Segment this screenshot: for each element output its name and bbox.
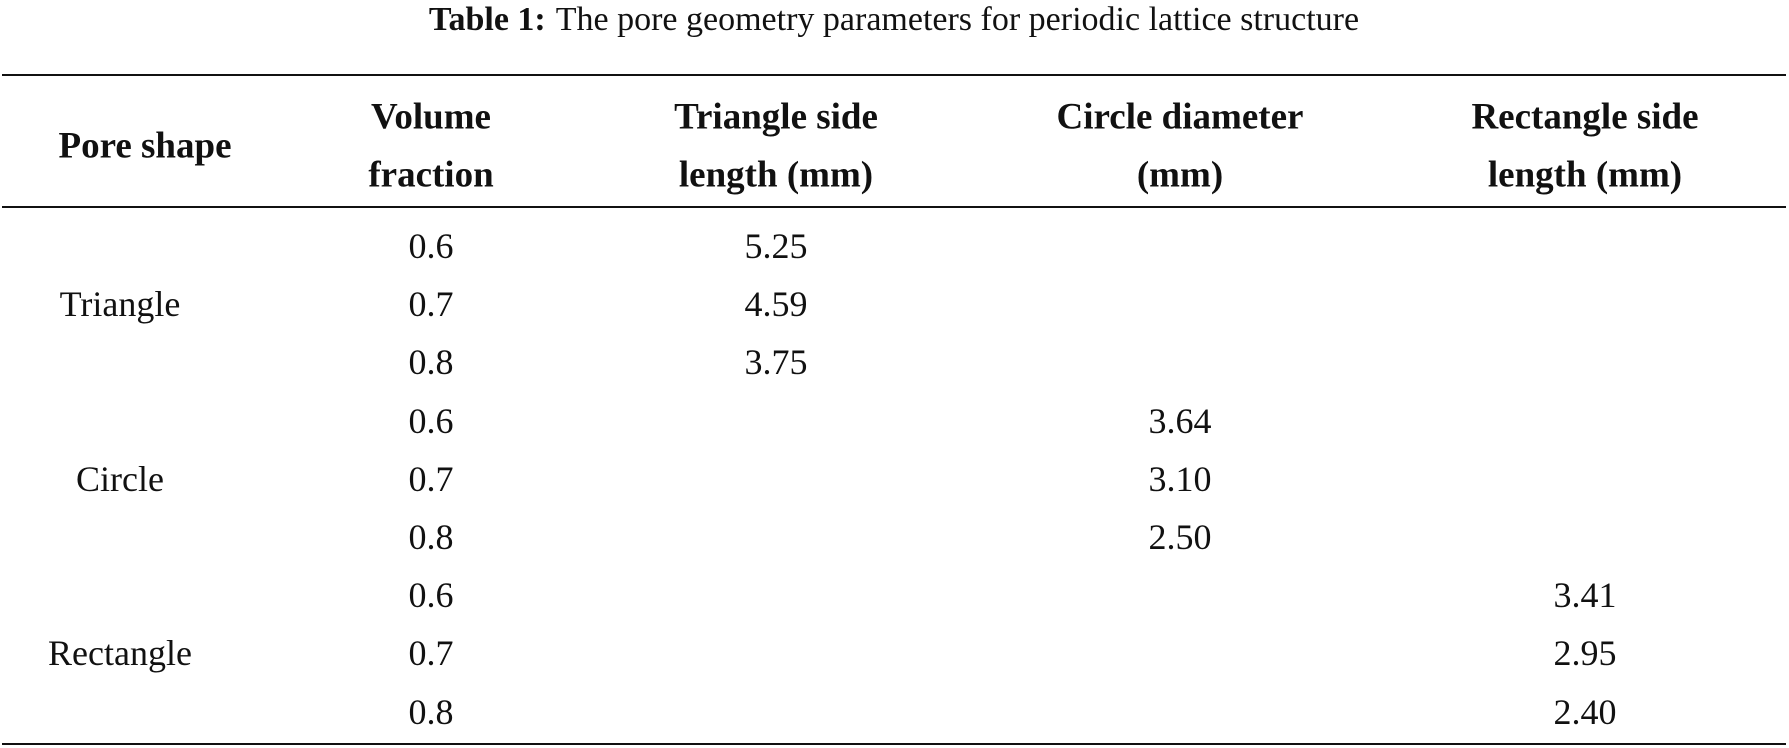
dimension-cell: 3.10 [1148, 458, 1212, 499]
header-rule [2, 206, 1786, 208]
column-header: Circle diameter [1056, 96, 1304, 138]
column-header: Pore shape [58, 125, 232, 167]
dimension-cell: 4.59 [744, 284, 808, 325]
volume-fraction-cell: 0.6 [408, 575, 454, 616]
caption-text: The pore geometry parameters for periodi… [555, 1, 1360, 38]
volume-fraction-cell: 0.8 [408, 691, 454, 732]
volume-fraction-cell: 0.7 [408, 633, 454, 674]
pore-shape-cell: Triangle [59, 284, 181, 325]
column-header: fraction [368, 154, 494, 196]
top-rule [2, 74, 1786, 76]
dimension-cell: 3.64 [1148, 400, 1212, 441]
table-caption: Table 1: The pore geometry parameters for… [429, 1, 1359, 39]
volume-fraction-cell: 0.6 [408, 226, 454, 266]
volume-fraction-cell: 0.7 [408, 284, 454, 325]
caption-label: Table 1: [428, 1, 546, 38]
column-header: length (mm) [678, 154, 874, 196]
dimension-cell: 2.40 [1553, 691, 1617, 732]
dimension-cell: 2.50 [1148, 517, 1212, 557]
column-header: Rectangle side [1471, 96, 1699, 138]
dimension-cell: 2.95 [1553, 633, 1617, 674]
dimension-cell: 5.25 [744, 226, 808, 266]
pore-shape-cell: Circle [76, 458, 164, 499]
column-header: (mm) [1136, 154, 1224, 196]
pore-shape-cell: Rectangle [48, 633, 192, 674]
volume-fraction-cell: 0.7 [408, 458, 454, 499]
volume-fraction-cell: 0.8 [408, 342, 454, 383]
volume-fraction-cell: 0.8 [408, 517, 454, 557]
volume-fraction-cell: 0.6 [408, 400, 454, 441]
dimension-cell: 3.41 [1553, 575, 1617, 616]
dimension-cell: 3.75 [744, 342, 808, 383]
column-header: Triangle side [674, 96, 878, 138]
column-header: length (mm) [1487, 154, 1683, 196]
column-header: Volume [371, 96, 491, 138]
bottom-rule [2, 743, 1786, 745]
